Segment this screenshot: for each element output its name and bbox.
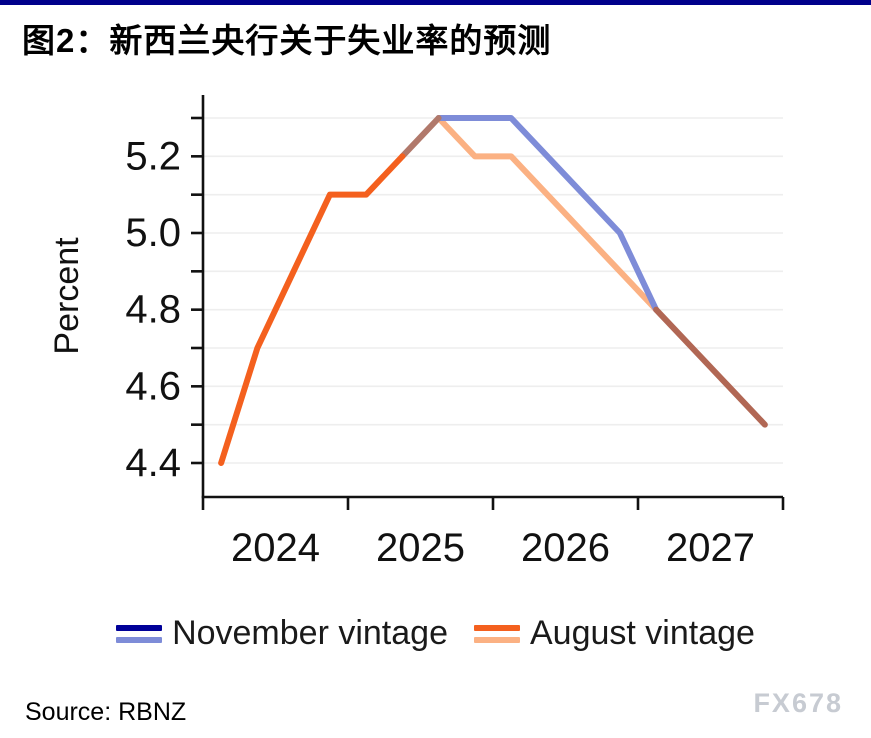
legend-item-november: November vintage (116, 614, 448, 653)
series-segment-august-forecast (435, 115, 660, 313)
x-tick-label: 2024 (231, 526, 320, 570)
august-vintage-swatch-icon (473, 624, 520, 643)
y-tick-label: 4.4 (125, 441, 181, 485)
y-tick-label: 4.6 (125, 364, 181, 408)
november-vintage-swatch-icon (116, 624, 163, 643)
legend-item-august: August vintage (473, 614, 755, 653)
axes (191, 95, 785, 510)
series-segment-actuals-shared (218, 153, 406, 466)
watermark: FX678 (753, 688, 843, 718)
legend-label-august: August vintage (529, 614, 755, 652)
chart-series (218, 115, 768, 466)
y-tick-label: 5.2 (125, 134, 181, 178)
axis-tick-labels: 4.4 4.6 4.8 5.0 5.2 2024 2025 2026 2027 (125, 134, 755, 570)
x-tick-label: 2026 (521, 526, 610, 570)
y-tick-label: 5.0 (125, 211, 181, 255)
chart-legend: November vintage August vintage (0, 614, 871, 653)
series-segment-overlap-rise (399, 115, 442, 160)
series-segment-november-forecast (435, 115, 660, 313)
y-axis-title: Percent (48, 237, 86, 355)
x-tick-label: 2025 (376, 526, 465, 570)
top-accent-bar (0, 0, 871, 5)
source-note: Source: RBNZ (25, 698, 187, 726)
y-tick-label: 4.8 (125, 288, 181, 332)
legend-label-november: November vintage (172, 614, 448, 652)
x-tick-label: 2027 (666, 526, 755, 570)
gridlines (203, 117, 783, 464)
series-segment-overlap-decline (653, 306, 768, 428)
figure-title: 图2：新西兰央行关于失业率的预测 (22, 22, 552, 59)
